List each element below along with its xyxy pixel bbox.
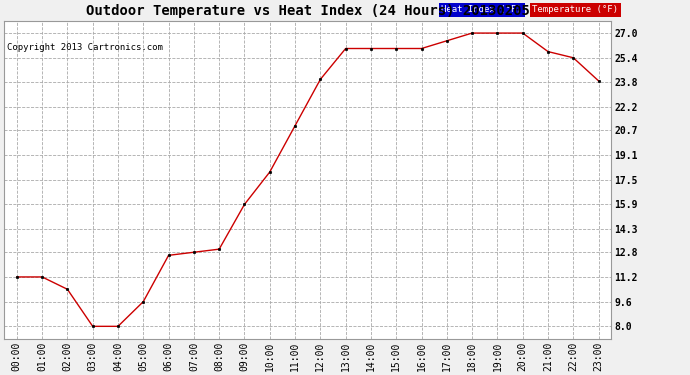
Text: Copyright 2013 Cartronics.com: Copyright 2013 Cartronics.com	[7, 43, 163, 52]
Text: Heat Index (°F): Heat Index (°F)	[442, 5, 522, 14]
Text: Temperature (°F): Temperature (°F)	[532, 5, 618, 14]
Title: Outdoor Temperature vs Heat Index (24 Hours) 20130205: Outdoor Temperature vs Heat Index (24 Ho…	[86, 4, 530, 18]
